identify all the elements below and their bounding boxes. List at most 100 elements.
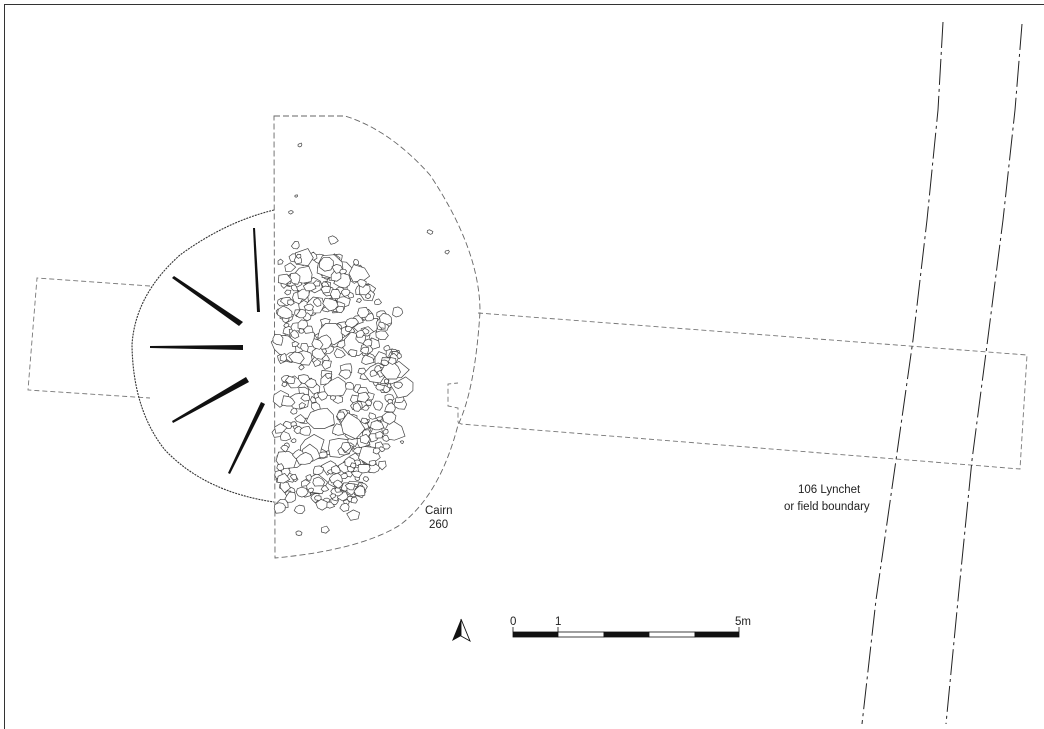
stone xyxy=(357,279,367,288)
lynchet-west xyxy=(861,21,944,725)
stone xyxy=(399,440,405,444)
cairn-unexcavated-boundary xyxy=(131,209,275,503)
stone xyxy=(304,378,317,389)
stone xyxy=(378,321,386,329)
stone xyxy=(338,369,352,380)
wedge-3 xyxy=(150,345,243,350)
stone xyxy=(281,395,296,407)
stone xyxy=(312,280,321,287)
wedge-2 xyxy=(172,276,243,326)
stone xyxy=(350,496,358,504)
stone xyxy=(281,381,288,388)
stone xyxy=(368,412,377,420)
stone xyxy=(389,376,414,399)
stone xyxy=(314,495,322,502)
stone xyxy=(290,329,300,339)
scale-bar: 0 1 5m xyxy=(510,616,751,638)
lynchet-label-line1: 106 Lynchet xyxy=(798,484,861,496)
stone xyxy=(335,305,344,314)
stone xyxy=(310,395,317,404)
stone xyxy=(359,346,369,355)
stone xyxy=(280,430,292,442)
stone xyxy=(356,391,370,403)
stone xyxy=(290,241,300,250)
scale-seg-2-3 xyxy=(603,631,650,638)
stone-rubble xyxy=(270,142,450,536)
stone xyxy=(299,425,312,436)
stone xyxy=(294,414,306,423)
wedge-5 xyxy=(228,402,265,474)
wedge-1 xyxy=(253,228,260,312)
stone xyxy=(392,306,404,318)
stone xyxy=(276,472,291,484)
stone xyxy=(370,420,385,431)
cairn-label-line1: Cairn xyxy=(425,505,452,517)
stone xyxy=(298,364,305,371)
stone xyxy=(346,509,361,521)
trench-outlines xyxy=(27,277,1028,470)
stone xyxy=(328,235,339,245)
stone xyxy=(295,253,302,259)
stone xyxy=(320,285,332,294)
stone xyxy=(303,303,314,311)
stone xyxy=(357,464,371,474)
stone xyxy=(276,463,284,471)
stone xyxy=(298,402,306,409)
trench-east xyxy=(460,312,1028,470)
stone xyxy=(378,460,387,471)
stone xyxy=(382,434,390,442)
stone xyxy=(375,330,389,340)
stone xyxy=(319,256,334,272)
stone xyxy=(318,451,328,459)
stone xyxy=(387,357,397,365)
stone xyxy=(336,339,346,349)
stone xyxy=(357,307,370,319)
scale-seg-4-5 xyxy=(694,631,740,638)
stone xyxy=(295,451,314,465)
stone xyxy=(332,479,344,489)
stone xyxy=(277,258,284,265)
stone xyxy=(374,298,382,305)
stone xyxy=(302,282,317,292)
stone xyxy=(272,333,284,346)
stone xyxy=(330,289,341,300)
stone xyxy=(274,423,288,434)
stone xyxy=(375,383,385,391)
stone xyxy=(279,480,291,494)
stone xyxy=(382,429,389,435)
stone xyxy=(294,194,298,198)
stone xyxy=(353,485,366,497)
stone xyxy=(380,359,390,366)
stone xyxy=(345,381,355,390)
stone xyxy=(300,393,310,402)
stone xyxy=(279,352,288,362)
trench-east-step xyxy=(447,382,462,425)
stone xyxy=(361,354,375,365)
radial-wedges xyxy=(150,228,265,474)
stone xyxy=(283,322,290,329)
cairn-label-line2: 260 xyxy=(429,519,448,531)
stone xyxy=(348,264,371,283)
stone xyxy=(393,381,404,389)
stone xyxy=(333,348,346,359)
scale-label-1: 1 xyxy=(555,616,561,628)
stone xyxy=(372,447,382,455)
stone xyxy=(273,502,286,514)
stone xyxy=(320,484,330,492)
stone xyxy=(295,308,307,319)
stone xyxy=(287,299,295,306)
scale-label-0: 0 xyxy=(510,616,516,628)
stone xyxy=(381,411,397,425)
lynchet-east xyxy=(945,23,1023,725)
stone xyxy=(307,487,315,493)
north-arrow-icon xyxy=(452,618,471,643)
stone xyxy=(340,473,348,479)
stone xyxy=(298,328,305,334)
stone xyxy=(378,446,386,453)
stone xyxy=(340,442,352,453)
scale-seg-1-2 xyxy=(557,631,605,638)
stone xyxy=(373,400,383,411)
stone xyxy=(284,289,292,296)
stone xyxy=(375,416,383,421)
trench-west xyxy=(27,277,151,399)
